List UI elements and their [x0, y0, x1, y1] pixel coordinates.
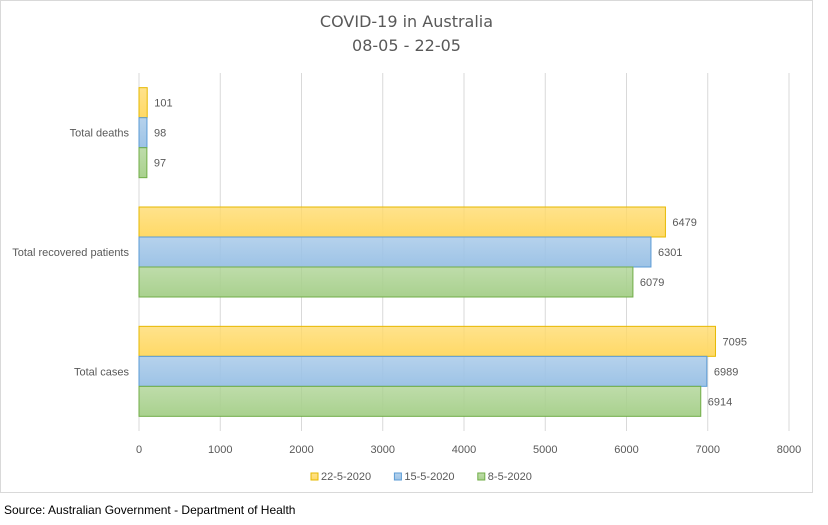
bar [138, 385, 702, 417]
bars [138, 87, 716, 417]
x-tick-label: 6000 [614, 444, 638, 456]
category-label: Total recovered patients [12, 247, 129, 259]
data-label: 98 [154, 128, 166, 140]
bar [138, 355, 708, 387]
bar [138, 87, 148, 119]
x-tick-label: 8000 [777, 444, 801, 456]
legend-swatch [477, 472, 486, 481]
data-label: 6079 [640, 277, 664, 289]
legend-label: 8-5-2020 [488, 471, 532, 483]
bar [138, 266, 634, 298]
source-note: Source: Australian Government - Departme… [4, 503, 296, 517]
data-label: 6301 [658, 247, 682, 259]
data-label: 6914 [708, 396, 732, 408]
x-tick-label: 3000 [371, 444, 395, 456]
bar [138, 325, 716, 357]
legend: 22-5-2020 15-5-2020 8-5-2020 [310, 471, 532, 483]
x-tick-label: 5000 [533, 444, 557, 456]
legend-label: 15-5-2020 [404, 471, 454, 483]
legend-label: 22-5-2020 [321, 471, 371, 483]
data-label: 6989 [714, 366, 738, 378]
bar [138, 117, 148, 149]
bar-chart: 0 1000 2000 3000 4000 5000 6000 7000 8000 101 98 97… [12, 73, 801, 483]
x-tick-label: 1000 [208, 444, 232, 456]
x-tick-label: 4000 [452, 444, 476, 456]
x-tick-label: 0 [136, 444, 142, 456]
labels: 0 1000 2000 3000 4000 5000 6000 7000 8000 101 98 97… [12, 98, 801, 456]
legend-swatch [393, 472, 402, 481]
bar [138, 147, 148, 179]
x-tick-label: 7000 [696, 444, 720, 456]
category-label: Total deaths [70, 128, 130, 140]
chart-title: COVID-19 in Australia [319, 12, 494, 31]
bar [138, 236, 652, 268]
data-label: 97 [154, 158, 166, 170]
bar [138, 206, 666, 238]
legend-item: 15-5-2020 [393, 471, 455, 483]
legend-item: 8-5-2020 [477, 471, 532, 483]
data-label: 101 [154, 98, 172, 110]
data-label: 6479 [672, 217, 696, 229]
legend-item: 22-5-2020 [310, 471, 371, 483]
x-tick-label: 2000 [289, 444, 313, 456]
chart-subtitle: 08-05 - 22-05 [352, 36, 461, 55]
data-label: 7095 [722, 336, 746, 348]
legend-swatch [310, 472, 319, 481]
category-label: Total cases [74, 366, 130, 378]
